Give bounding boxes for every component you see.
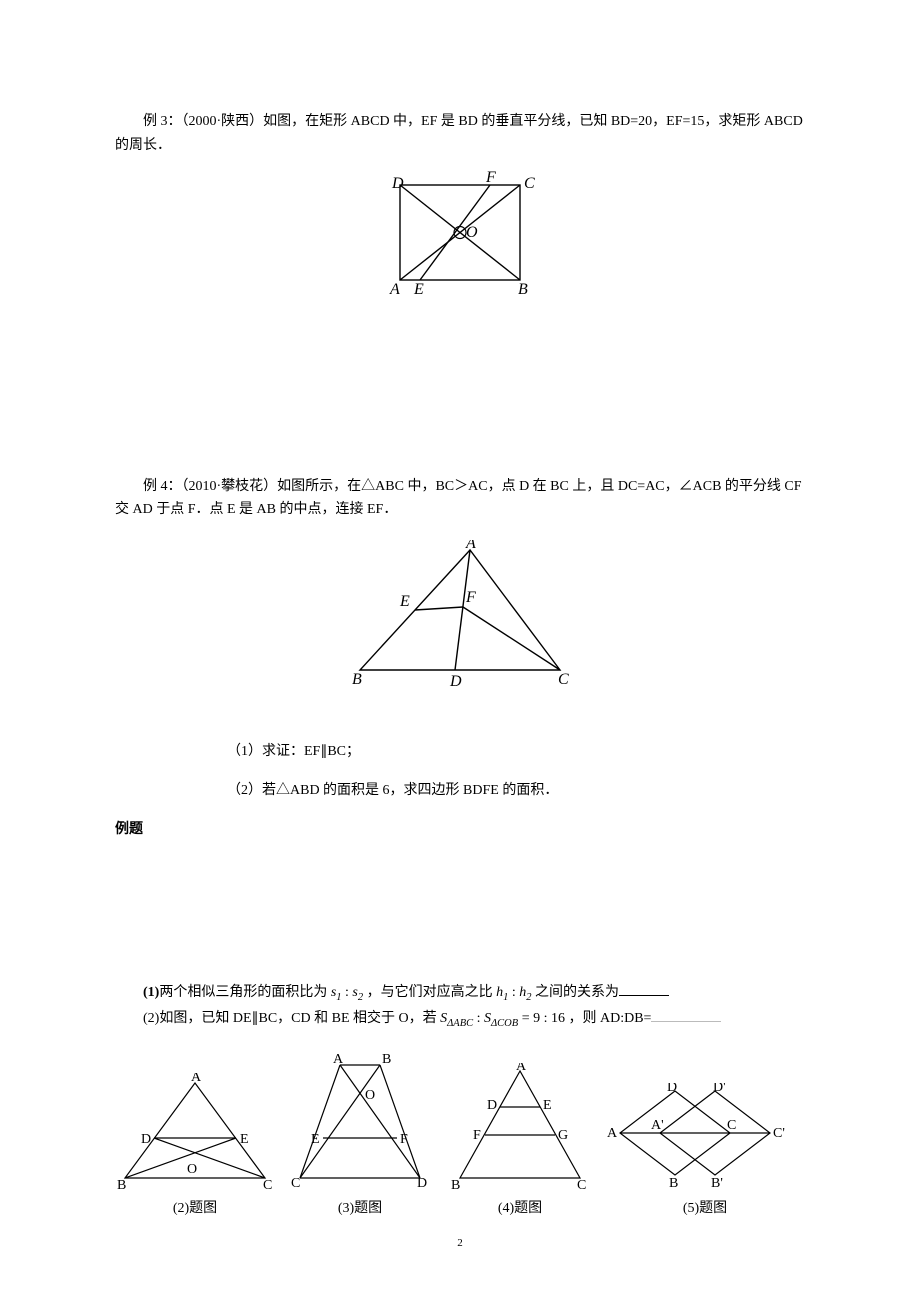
svg-text:E: E (543, 1098, 552, 1113)
svg-text:O: O (187, 1162, 197, 1177)
svg-text:C: C (727, 1118, 736, 1133)
ex3-figure: D F C O A E B (115, 170, 805, 305)
svg-text:C': C' (773, 1126, 785, 1141)
svg-text:F: F (473, 1128, 481, 1143)
svg-text:D: D (417, 1176, 427, 1191)
svg-text:A: A (191, 1073, 202, 1085)
bottom-figure-row: A D E O B C (2)题图 (115, 1053, 805, 1217)
svg-text:D': D' (713, 1083, 726, 1095)
ex4-text: 例 4：（2010·攀枝花）如图所示，在△ABC 中，BC＞AC，点 D 在 B… (115, 475, 805, 523)
q1-prefix: (1) (143, 985, 159, 1000)
svg-text:B: B (669, 1176, 678, 1191)
lbl-D: D (449, 673, 462, 690)
svg-text:C: C (577, 1178, 586, 1193)
svg-text:A: A (607, 1126, 618, 1141)
section-label: 例题 (115, 818, 805, 842)
lbl-D: D (391, 175, 404, 192)
lbl-E: E (413, 281, 424, 298)
ex4-sub1: （1）求证：EF∥BC； (227, 739, 805, 764)
document-page: 例 3：（2000·陕西）如图，在矩形 ABCD 中，EF 是 BD 的垂直平分… (0, 0, 920, 1289)
fig3: A B O E F C D (3)题图 (285, 1053, 435, 1217)
ex3-text: 例 3：（2000·陕西）如图，在矩形 ABCD 中，EF 是 BD 的垂直平分… (115, 110, 805, 158)
svg-text:E: E (311, 1132, 320, 1147)
svg-text:B: B (382, 1053, 391, 1067)
lbl-F: F (485, 170, 496, 186)
page-number: 2 (115, 1237, 805, 1249)
svg-text:O: O (365, 1088, 375, 1103)
lbl-F: F (465, 589, 476, 606)
svg-text:A: A (333, 1053, 344, 1067)
svg-text:B': B' (711, 1176, 723, 1191)
q1-line: (1)两个相似三角形的面积比为 s1 : s2 ，与它们对应高之比 h1 : h… (143, 981, 805, 1007)
svg-text:E: E (240, 1132, 249, 1147)
svg-text:B: B (117, 1178, 126, 1193)
svg-text:A: A (516, 1063, 527, 1074)
q1-blank (619, 981, 669, 996)
svg-text:C: C (263, 1178, 272, 1193)
q2-prefix: (2) (143, 1011, 159, 1026)
lbl-E: E (399, 593, 410, 610)
fig4: A D E F G B C (4)题图 (445, 1063, 595, 1217)
svg-text:D: D (487, 1098, 497, 1113)
q1-c: 之间的关系为 (535, 985, 619, 1000)
svg-text:D: D (141, 1132, 151, 1147)
lbl-B: B (518, 281, 528, 298)
lbl-A: A (465, 540, 476, 552)
fig5: D D' A A' C C' B B' (5)题图 (605, 1083, 805, 1217)
q2-b: ，则 AD:DB= (568, 1011, 651, 1026)
lbl-C: C (558, 671, 569, 688)
q1-b: ，与它们对应高之比 (367, 985, 493, 1000)
lbl-C: C (524, 175, 535, 192)
ex4-figure: A E F B D C (115, 540, 805, 695)
q1-a: 两个相似三角形的面积比为 (159, 985, 327, 1000)
ex4-sub2: （2）若△ABD 的面积是 6，求四边形 BDFE 的面积． (227, 778, 805, 803)
svg-text:D: D (667, 1083, 677, 1095)
q2-line: (2)如图，已知 DE∥BC，CD 和 BE 相交于 O，若 SΔABC : S… (143, 1007, 805, 1033)
q2-blank (651, 1007, 721, 1022)
fig2: A D E O B C (2)题图 (115, 1073, 275, 1217)
q2-a: 如图，已知 DE∥BC，CD 和 BE 相交于 O，若 (159, 1011, 436, 1026)
svg-text:C: C (291, 1176, 300, 1191)
svg-text:G: G (558, 1128, 568, 1143)
lbl-B: B (352, 671, 362, 688)
lbl-A: A (389, 281, 400, 298)
svg-text:F: F (400, 1132, 408, 1147)
lbl-O: O (466, 224, 478, 241)
svg-text:A': A' (651, 1118, 664, 1133)
svg-text:B: B (451, 1178, 460, 1193)
